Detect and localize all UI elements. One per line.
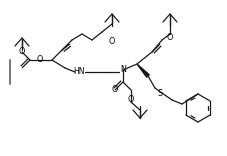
Text: O: O bbox=[112, 85, 118, 95]
Text: S: S bbox=[158, 88, 163, 98]
Text: N: N bbox=[120, 66, 126, 75]
Text: O: O bbox=[128, 95, 134, 105]
Text: O: O bbox=[109, 37, 115, 46]
Polygon shape bbox=[137, 64, 149, 77]
Text: O: O bbox=[37, 56, 43, 64]
Text: HN: HN bbox=[73, 68, 85, 76]
Text: O: O bbox=[167, 34, 173, 42]
Text: O: O bbox=[19, 47, 25, 56]
